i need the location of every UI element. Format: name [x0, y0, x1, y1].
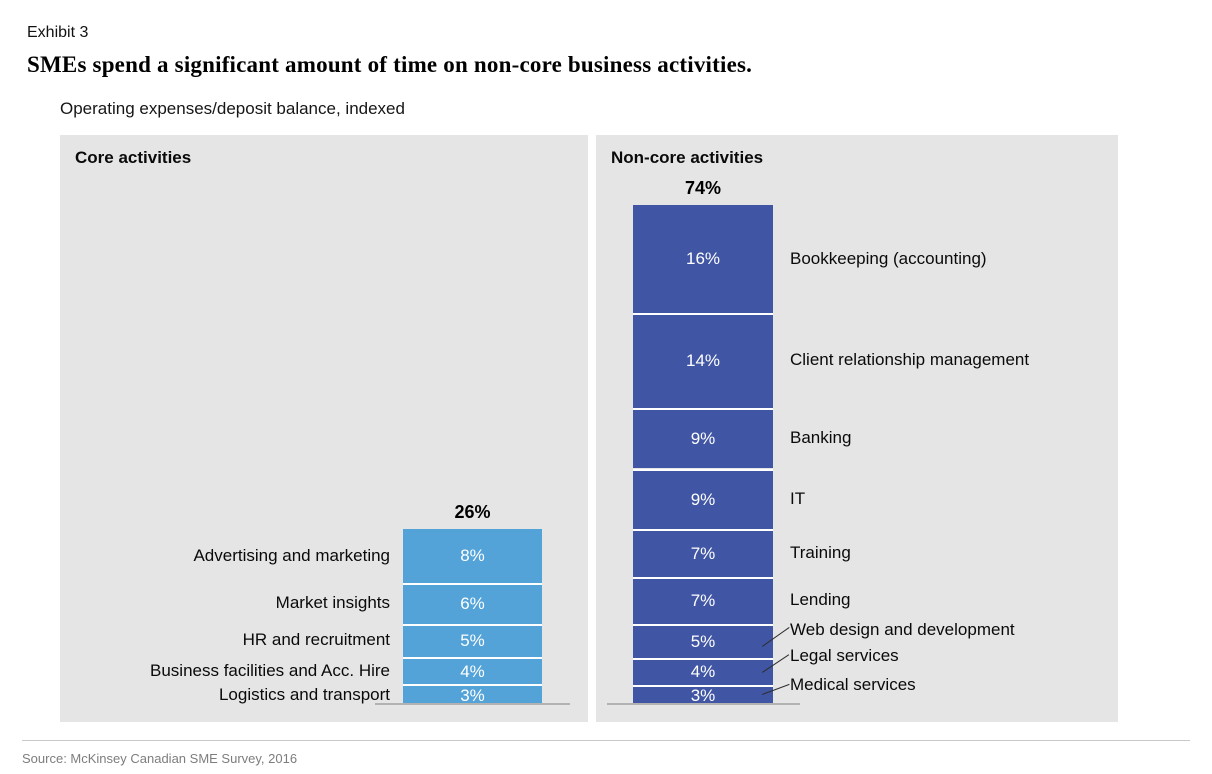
noncore-activities-panel: Non-core activities 74% 16% Bookkeeping (a… [596, 135, 1118, 722]
category-label: Market insights [275, 593, 390, 613]
segment-value-label: 14% [685, 351, 721, 371]
segment-value-label: 7% [690, 543, 716, 563]
bar-segment: 14% [633, 313, 773, 408]
bar-segment: 6% [403, 583, 542, 624]
chart-subtitle: Operating expenses/deposit balance, inde… [60, 99, 405, 118]
category-label: IT [790, 488, 806, 508]
noncore-panel-title: Non-core activities [611, 148, 764, 167]
category-label: Bookkeeping (accounting) [790, 249, 987, 269]
category-label: Web design and development [790, 620, 1015, 639]
bar-segment: 7% [633, 529, 773, 577]
page-title: SMEs spend a significant amount of time … [27, 52, 753, 77]
category-label: Logistics and transport [218, 684, 390, 704]
segment-value-label: 9% [690, 429, 716, 449]
bar-total-label: 74% [684, 178, 722, 198]
segment-value-label: 5% [690, 631, 716, 651]
bar-segment: 8% [403, 529, 542, 584]
core-activities-panel: Core activities 26% 8% Advertising and mar… [60, 135, 588, 722]
bar-segment: 9% [633, 407, 773, 469]
segment-value-label: 4% [690, 662, 716, 682]
source-note: Source: McKinsey Canadian SME Survey, 20… [22, 751, 298, 766]
bar-segment: 3% [403, 684, 542, 705]
category-label: Advertising and marketing [193, 546, 390, 566]
bar-segment: 4% [403, 657, 542, 685]
bar-total-label: 26% [454, 502, 491, 522]
core-panel-title: Core activities [75, 148, 192, 167]
segment-value-label: 3% [460, 685, 485, 705]
footer-divider [22, 740, 1190, 741]
category-label: HR and recruitment [242, 630, 390, 650]
axis-baseline [375, 703, 570, 705]
segment-value-label: 7% [690, 591, 716, 611]
bar-segment: 16% [633, 205, 773, 314]
bar-segment: 5% [403, 623, 542, 658]
bar-segment: 9% [633, 468, 773, 530]
bar-segment: 5% [633, 623, 773, 658]
category-label: Business facilities and Acc. Hire [150, 660, 390, 680]
segment-value-label: 6% [460, 594, 485, 614]
exhibit-label: Exhibit 3 [27, 24, 89, 41]
category-label: Legal services [790, 646, 899, 665]
noncore-activities-chart: 74% 16% Bookkeeping (accounting) 14% Client … [596, 135, 1118, 722]
category-label: Training [790, 542, 851, 562]
category-label: Lending [790, 590, 851, 610]
segment-value-label: 9% [690, 489, 716, 509]
segment-value-label: 4% [460, 661, 485, 681]
bar-segment: 4% [633, 657, 773, 685]
category-label: Medical services [790, 675, 916, 694]
bar-segment: 7% [633, 576, 773, 624]
category-label: Client relationship management [790, 350, 1030, 370]
axis-baseline [607, 703, 800, 705]
segment-value-label: 16% [685, 249, 721, 269]
bar-segment: 3% [633, 684, 773, 705]
segment-value-label: 5% [460, 631, 485, 651]
category-label: Banking [790, 428, 852, 448]
segment-value-label: 3% [690, 685, 716, 705]
segment-value-label: 8% [460, 546, 485, 566]
core-activities-chart: 26% 8% Advertising and marketing 6% Market i… [60, 135, 588, 722]
